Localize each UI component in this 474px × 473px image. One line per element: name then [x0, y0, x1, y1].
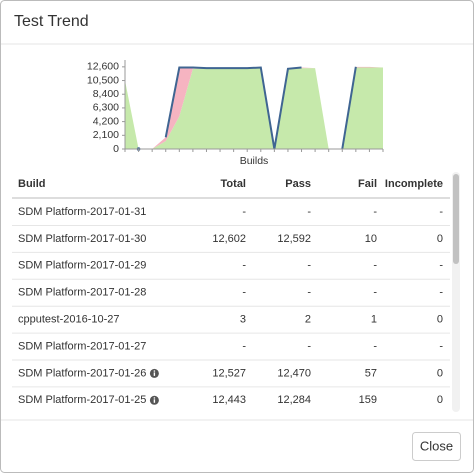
scrollbar-thumb — [453, 174, 459, 264]
cell-value: - — [307, 340, 311, 352]
cell-value: - — [439, 260, 443, 272]
cell-value: - — [373, 260, 377, 272]
cell-value[interactable]: 12,602 — [212, 233, 246, 245]
y-tick-label: 12,600 — [87, 61, 119, 73]
cell-value: 57 — [365, 367, 377, 379]
close-button[interactable]: Close — [412, 432, 461, 461]
cell-value[interactable]: 12,592 — [277, 233, 311, 245]
cell-value: 12,284 — [277, 394, 311, 406]
build-name[interactable]: cpputest-2016-10-27 — [18, 314, 120, 326]
cell-value[interactable]: 0 — [437, 314, 443, 326]
cell-value: 0 — [437, 367, 443, 379]
column-header: Pass — [285, 178, 311, 190]
table: Build Total Pass Fail Incomplete SDM Platform… — [12, 178, 450, 406]
cell-value: - — [242, 260, 246, 272]
info-icon-dot — [153, 370, 156, 372]
build-name: SDM Platform-2017-01-25 — [18, 394, 146, 406]
build-name: SDM Platform-2017-01-27 — [18, 340, 146, 352]
y-tick-label: 4,200 — [93, 115, 119, 127]
build-name: SDM Platform-2017-01-26 — [18, 367, 146, 379]
cell-value: - — [373, 206, 377, 218]
y-tick-label: 0 — [113, 143, 119, 155]
cell-value: - — [439, 340, 443, 352]
total-line — [164, 66, 302, 150]
cell-value: - — [439, 287, 443, 299]
cell-value[interactable]: 10 — [365, 233, 377, 245]
info-icon-dot — [153, 397, 156, 399]
cell-value[interactable]: 3 — [240, 314, 246, 326]
build-name: SDM Platform-2017-01-29 — [18, 260, 146, 272]
pass-area — [125, 67, 383, 149]
y-tick-label: 6,300 — [93, 102, 119, 114]
cell-value: - — [307, 287, 311, 299]
y-tick-label: 2,100 — [93, 129, 119, 141]
cell-value: - — [242, 340, 246, 352]
cell-value: - — [307, 206, 311, 218]
close-button-frame[interactable] — [412, 432, 461, 461]
column-header: Incomplete — [385, 178, 443, 190]
cell-value: 0 — [437, 394, 443, 406]
cell-value: - — [373, 287, 377, 299]
cell-value: 12,527 — [212, 367, 246, 379]
cell-value: - — [439, 206, 443, 218]
build-name[interactable]: SDM Platform-2017-01-30 — [18, 233, 146, 245]
cell-value: - — [242, 206, 246, 218]
total-line — [341, 66, 357, 150]
info-icon-glyph — [153, 399, 156, 403]
cell-value: - — [307, 260, 311, 272]
cell-value: - — [242, 287, 246, 299]
close-button-label[interactable]: Close — [420, 438, 453, 453]
cell-value[interactable]: 0 — [437, 233, 443, 245]
y-tick-label: 8,400 — [93, 88, 119, 100]
cell-value: 159 — [359, 394, 377, 406]
cell-value: 12,443 — [212, 394, 246, 406]
column-header: Total — [221, 178, 246, 190]
y-tick-label: 10,500 — [87, 74, 119, 86]
build-name: SDM Platform-2017-01-28 — [18, 287, 146, 299]
cell-value: 12,470 — [277, 367, 311, 379]
fail-area — [125, 66, 383, 149]
x-axis-label: Builds — [240, 155, 269, 167]
cell-value[interactable]: 2 — [305, 314, 311, 326]
column-header: Fail — [358, 178, 377, 190]
cell-value[interactable]: 1 — [371, 314, 377, 326]
build-name: SDM Platform-2017-01-31 — [18, 206, 146, 218]
column-header: Build — [18, 178, 46, 190]
modal-title: Test Trend — [14, 13, 89, 30]
info-icon-glyph — [153, 372, 156, 376]
cell-value: - — [373, 340, 377, 352]
